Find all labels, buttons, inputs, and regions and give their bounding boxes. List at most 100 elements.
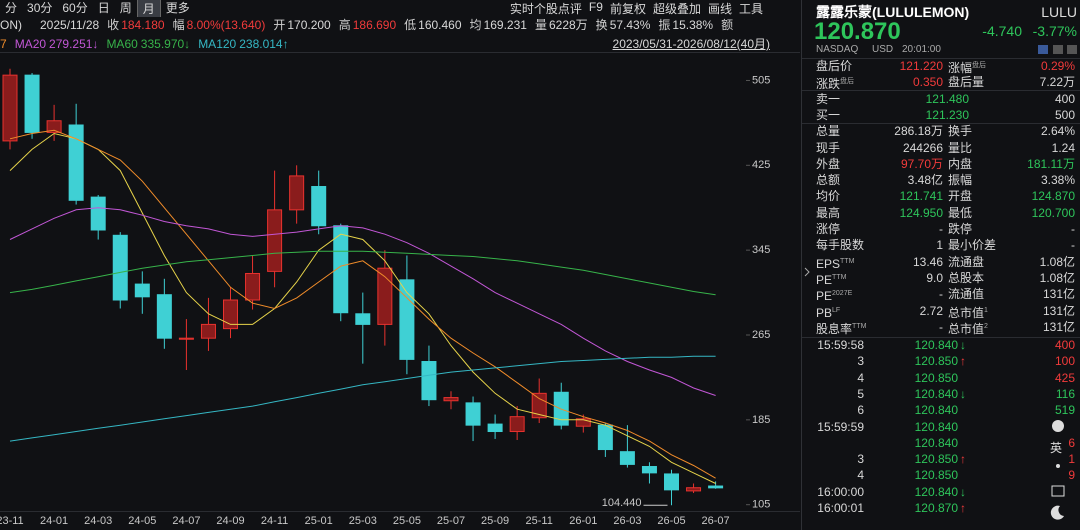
candle-body — [597, 424, 613, 451]
field-value: - — [939, 287, 943, 302]
field-label: 涨幅盘后 — [948, 61, 987, 75]
collapse-arrow[interactable] — [804, 267, 810, 277]
period-tab[interactable]: 分 — [5, 1, 18, 15]
tick-arrow: ↓ — [960, 386, 966, 401]
candle-body — [24, 74, 40, 133]
tick-time: 15:59:58 — [817, 338, 864, 352]
info-value: 160.460 — [418, 17, 462, 32]
tick-time: 16:00:00 — [817, 484, 864, 499]
x-tick-label: 25-03 — [349, 515, 377, 527]
tick-arrow: ↑ — [960, 452, 966, 467]
tool-button[interactable]: 超级叠加 — [652, 2, 701, 16]
x-tick-label: 25-01 — [305, 515, 333, 527]
legend-value: 238.014↑ — [239, 36, 289, 51]
date-range[interactable]: 2023/05/31-2026/08/12(40月) — [612, 37, 770, 51]
link-icon[interactable] — [1053, 45, 1063, 54]
field-value: 131亿 — [1042, 287, 1075, 302]
tool-button[interactable]: F9 — [588, 0, 603, 14]
candle-body — [531, 392, 547, 419]
candle-body — [421, 361, 437, 401]
edit-icon[interactable] — [1038, 45, 1048, 54]
tick-arrow: ↓ — [960, 484, 966, 499]
menu-icon[interactable] — [1067, 45, 1077, 54]
tick-price: 120.840 — [914, 484, 958, 499]
tool-button[interactable]: 工具 — [738, 2, 763, 16]
info-value: 8.00%(13.640) — [186, 17, 266, 32]
divider — [802, 337, 1080, 338]
tick-volume: 425 — [1054, 370, 1075, 385]
x-tick-label: 25-07 — [437, 515, 465, 527]
field-value: 400 — [1054, 91, 1075, 106]
field-label: 流通值 — [948, 287, 985, 302]
x-tick-label: 23-11 — [0, 515, 24, 527]
tool-button[interactable]: 实时个股点评 — [509, 2, 582, 16]
market: NASDAQ — [816, 44, 859, 55]
ma-line — [9, 129, 716, 479]
field-value: - — [939, 222, 943, 236]
min-label: 104.440 — [602, 497, 642, 509]
quote-time: 20:01:00 — [902, 44, 941, 55]
field-label: 买一 — [816, 107, 841, 122]
candle-body — [112, 234, 128, 301]
field-sup: 2027E — [832, 290, 853, 298]
field-value: 0.350 — [912, 75, 943, 90]
field-label: 卖一 — [816, 91, 841, 106]
info-label: 均 — [469, 18, 482, 32]
period-tab[interactable]: 周 — [119, 1, 132, 15]
field-sup: LF — [832, 306, 841, 314]
field-label: EPSTTM — [816, 256, 855, 271]
field-value: 1.08亿 — [1039, 270, 1075, 285]
ma-line — [9, 250, 716, 296]
tick-volume: 6 — [1068, 435, 1075, 450]
field-value: 1.08亿 — [1039, 254, 1075, 269]
clipboard-icon[interactable] — [1051, 485, 1065, 497]
period-tab[interactable]: 60分 — [62, 1, 88, 15]
period-tab[interactable]: 日 — [97, 1, 110, 15]
legend-value: 335.970↓ — [140, 36, 191, 51]
info-value: 15.38% — [672, 17, 714, 32]
tick-price: 120.870 — [914, 501, 958, 515]
ma-legend: 7 MA20 279.251↓ MA60 335.970↓ MA120 238.014↑ 2… — [0, 35, 800, 53]
divider — [802, 90, 1080, 91]
field-sup: 1 — [984, 306, 988, 314]
ma-line — [9, 132, 716, 484]
candle-body — [355, 313, 371, 325]
dot-icon[interactable] — [1056, 464, 1060, 468]
period-tab[interactable]: 更多 — [165, 1, 190, 15]
x-tick-label: 24-01 — [40, 515, 68, 527]
price-change: -4.740 — [982, 23, 1022, 39]
field-label: 总市值2 — [948, 321, 988, 336]
period-tab[interactable]: 30分 — [27, 1, 53, 15]
tick-volume: 400 — [1054, 338, 1075, 352]
candle-body — [134, 283, 150, 298]
tick-time: 5 — [857, 386, 864, 401]
kline-chart: 105 185 265 345 425 505 23-11 24-01 24-03 24-05 24… — [0, 68, 800, 527]
field-value: - — [1071, 222, 1075, 236]
candle-body — [2, 74, 18, 142]
moon-icon[interactable] — [1050, 505, 1064, 520]
field-value: 2.64% — [1040, 124, 1075, 139]
period-tab[interactable]: 月 — [136, 0, 161, 17]
tick-time: 3 — [857, 354, 864, 369]
candle-body — [245, 272, 261, 301]
field-value: 121.741 — [899, 189, 943, 204]
info-bar: ON) 2025/11/28 收 184.180 幅 8.00%(13.640) 开 170.… — [0, 16, 800, 33]
field-value: 121.230 — [925, 107, 969, 122]
tick-volume: 1 — [1068, 452, 1075, 467]
tool-button[interactable]: 画线 — [707, 2, 732, 16]
tick-volume: 9 — [1068, 468, 1075, 483]
tool-button[interactable]: 前复权 — [609, 2, 646, 16]
tick-arrow: ↓ — [960, 338, 966, 352]
tick-volume: 116 — [1055, 386, 1075, 401]
ma-line — [9, 207, 716, 396]
y-tick-label: 505 — [752, 74, 770, 86]
paw-icon[interactable] — [1052, 420, 1064, 432]
candle-body — [200, 323, 216, 339]
x-tick-label: 26-07 — [702, 515, 730, 527]
stock-code: LULU — [1041, 4, 1077, 20]
field-label: 总量 — [816, 124, 841, 139]
candle-body — [311, 186, 327, 227]
field-label: 涨停 — [816, 222, 841, 236]
tick-price: 120.850 — [914, 468, 958, 483]
